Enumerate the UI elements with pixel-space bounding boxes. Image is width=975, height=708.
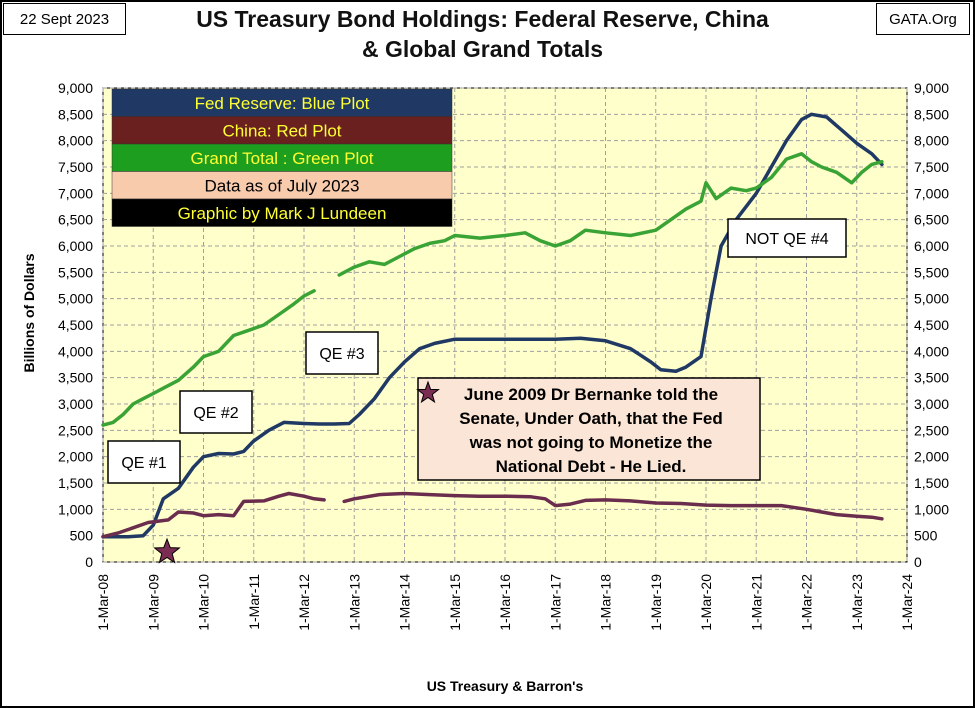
y-tick-label-right: 500 bbox=[914, 528, 938, 544]
x-tick-label: 1-Mar-20 bbox=[698, 574, 714, 631]
y-tick-label-left: 4,500 bbox=[58, 317, 93, 333]
y-tick-label-right: 8,000 bbox=[914, 133, 949, 149]
bernanke-note-line: Senate, Under Oath, that the Fed bbox=[459, 409, 723, 428]
x-tick-label: 1-Mar-18 bbox=[598, 574, 614, 631]
y-tick-label-right: 9,000 bbox=[914, 80, 949, 96]
y-tick-label-right: 6,500 bbox=[914, 212, 949, 228]
series-line-china bbox=[101, 491, 884, 539]
y-tick-label-left: 6,000 bbox=[58, 238, 93, 254]
legend-swatch bbox=[111, 116, 453, 145]
x-tick-label: 1-Mar-14 bbox=[397, 574, 413, 631]
june-2009-star-icon bbox=[153, 537, 181, 564]
x-tick-label: 1-Mar-16 bbox=[497, 574, 513, 631]
x-tick-label: 1-Mar-11 bbox=[246, 574, 262, 630]
qe3-annotation-label: QE #3 bbox=[319, 346, 364, 363]
y-tick-label-right: 8,500 bbox=[914, 106, 949, 122]
x-tick-label: 1-Mar-22 bbox=[799, 574, 815, 631]
y-tick-label-right: 1,500 bbox=[914, 475, 949, 491]
legend-swatch bbox=[111, 171, 453, 200]
y-tick-label-right: 1,000 bbox=[914, 501, 949, 517]
y-tick-label-right: 7,500 bbox=[914, 159, 949, 175]
bernanke-note-line: was not going to Monetize the bbox=[469, 433, 713, 452]
y-tick-label-left: 5,000 bbox=[58, 291, 93, 307]
qe1-annotation-label: QE #1 bbox=[121, 455, 166, 472]
y-tick-label-left: 4,000 bbox=[58, 343, 93, 359]
y-tick-label-left: 7,000 bbox=[58, 185, 93, 201]
x-tick-label: 1-Mar-08 bbox=[95, 574, 111, 631]
y-tick-label-left: 2,500 bbox=[58, 422, 93, 438]
series-lines bbox=[101, 112, 884, 539]
chart-title-line-2: & Global Grand Totals bbox=[361, 36, 604, 62]
x-tick-label: 1-Mar-17 bbox=[547, 574, 563, 631]
x-tick-label: 1-Mar-09 bbox=[145, 574, 161, 631]
not-qe4-annotation-label: NOT QE #4 bbox=[745, 231, 828, 248]
x-tick-label: 1-Mar-12 bbox=[296, 574, 312, 631]
series-line-fed bbox=[101, 112, 884, 539]
x-tick-label: 1-Mar-19 bbox=[648, 574, 664, 631]
y-tick-label-left: 5,500 bbox=[58, 264, 93, 280]
qe2-annotation-box bbox=[179, 390, 253, 434]
y-tick-label-right: 0 bbox=[914, 554, 922, 570]
y-tick-label-left: 9,000 bbox=[58, 80, 93, 96]
bernanke-note-box bbox=[417, 377, 761, 481]
y-tick-label-right: 7,000 bbox=[914, 185, 949, 201]
legend: Fed Reserve: Blue Plot China: Red Plot Gra… bbox=[111, 88, 453, 227]
y-tick-label-left: 8,000 bbox=[58, 133, 93, 149]
y-axis-label: Billions of Dollars bbox=[21, 253, 37, 372]
y-tick-label-left: 0 bbox=[85, 554, 93, 570]
y-tick-label-left: 6,500 bbox=[58, 212, 93, 228]
x-tick-label: 1-Mar-24 bbox=[899, 574, 915, 631]
qe1-annotation-box bbox=[107, 440, 181, 484]
legend-entry: China: Red Plot bbox=[222, 122, 341, 141]
y-tick-label-left: 2,000 bbox=[58, 449, 93, 465]
y-tick-label-left: 500 bbox=[70, 528, 94, 544]
source-label: GATA.Org bbox=[876, 3, 970, 35]
y-tick-label-left: 8,500 bbox=[58, 106, 93, 122]
qe3-annotation-box bbox=[305, 331, 379, 375]
x-tick-label: 1-Mar-21 bbox=[748, 574, 764, 631]
series-line-total bbox=[101, 152, 884, 427]
qe2-annotation-label: QE #2 bbox=[193, 405, 238, 422]
x-tick-label: 1-Mar-23 bbox=[849, 574, 865, 631]
axis-ticks: 0 0 500 500 1,000 1,000 1,500 1,500 2,000 2,000 2,… bbox=[58, 80, 949, 631]
legend-entry: Grand Total : Green Plot bbox=[190, 149, 373, 168]
y-tick-label-right: 3,000 bbox=[914, 396, 949, 412]
y-tick-label-right: 6,000 bbox=[914, 238, 949, 254]
y-tick-label-right: 3,500 bbox=[914, 370, 949, 386]
x-axis-label: US Treasury & Barron's bbox=[427, 678, 584, 694]
y-tick-label-right: 2,500 bbox=[914, 422, 949, 438]
chart-title-line-1: US Treasury Bond Holdings: Federal Reser… bbox=[196, 6, 769, 32]
legend-entry: Graphic by Mark J Lundeen bbox=[178, 204, 387, 223]
y-tick-label-right: 4,500 bbox=[914, 317, 949, 333]
x-tick-label: 1-Mar-10 bbox=[196, 574, 212, 631]
chart-title: US Treasury Bond Holdings: Federal Reser… bbox=[130, 4, 835, 64]
bernanke-note-line: June 2009 Dr Bernanke told the bbox=[464, 385, 718, 404]
legend-swatch bbox=[111, 198, 453, 227]
legend-entry: Data as of July 2023 bbox=[205, 177, 360, 196]
bernanke-note-line: National Debt - He Lied. bbox=[496, 457, 687, 476]
y-tick-label-left: 3,500 bbox=[58, 370, 93, 386]
legend-swatch bbox=[111, 88, 453, 117]
y-tick-label-left: 1,500 bbox=[58, 475, 93, 491]
y-tick-label-right: 5,000 bbox=[914, 291, 949, 307]
note-star-icon bbox=[416, 380, 440, 404]
not-qe4-annotation-box bbox=[727, 218, 847, 258]
annotations: QE #1 QE #2 QE #3 NOT QE #4 June 2009 Dr Ber… bbox=[107, 218, 847, 564]
date-label: 22 Sept 2023 bbox=[3, 3, 126, 35]
legend-swatch bbox=[111, 143, 453, 172]
y-tick-label-right: 4,000 bbox=[914, 343, 949, 359]
legend-entry: Fed Reserve: Blue Plot bbox=[195, 94, 370, 113]
x-tick-label: 1-Mar-15 bbox=[447, 574, 463, 631]
y-tick-label-left: 3,000 bbox=[58, 396, 93, 412]
y-tick-label-left: 7,500 bbox=[58, 159, 93, 175]
x-tick-label: 1-Mar-13 bbox=[346, 574, 362, 631]
y-tick-label-left: 1,000 bbox=[58, 501, 93, 517]
y-tick-label-right: 2,000 bbox=[914, 449, 949, 465]
y-tick-label-right: 5,500 bbox=[914, 264, 949, 280]
